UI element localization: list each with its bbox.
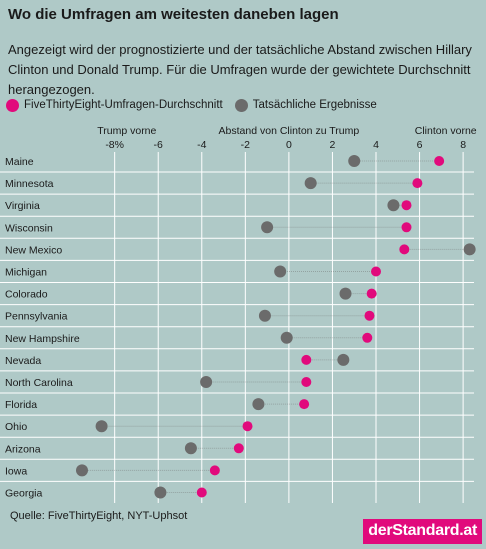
poll-dot xyxy=(299,399,310,410)
result-dot xyxy=(463,243,476,256)
tick-label-x: -4 xyxy=(197,139,206,151)
state-label: Iowa xyxy=(5,465,27,477)
result-dot xyxy=(258,309,271,322)
legend-result-marker xyxy=(234,98,248,112)
tick-label-x: 6 xyxy=(417,139,423,151)
chart-subtitle: Angezeigt wird der prognostizierte und d… xyxy=(8,42,472,97)
state-label: North Carolina xyxy=(5,377,73,389)
state-label: Florida xyxy=(5,399,37,411)
result-dot xyxy=(184,442,197,455)
state-label: Minnesota xyxy=(5,178,54,190)
state-label: Arizona xyxy=(5,443,41,455)
poll-dot xyxy=(371,266,381,277)
poll-dot xyxy=(301,354,312,365)
result-dot xyxy=(337,353,350,366)
result-dot xyxy=(154,486,167,499)
state-label: Maine xyxy=(5,156,34,168)
legend-item-poll: FiveThirtyEight-Umfragen-Durchschnitt xyxy=(6,98,223,112)
state-label: Virginia xyxy=(5,200,40,212)
state-label: Pennsylvania xyxy=(5,311,68,323)
poll-dot xyxy=(412,178,423,189)
tick-label-x: 4 xyxy=(373,139,379,151)
state-label: Ohio xyxy=(5,421,27,433)
result-dot xyxy=(200,376,213,388)
state-label: Michigan xyxy=(5,267,47,279)
legend-item-result: Tatsächliche Ergebnisse xyxy=(234,98,377,112)
tick-label-x: 0 xyxy=(286,139,292,151)
result-dot xyxy=(261,221,274,234)
result-dot xyxy=(348,155,361,167)
tick-label-x: 2 xyxy=(330,139,336,151)
poll-dot xyxy=(434,156,445,166)
state-label: Nevada xyxy=(5,355,41,367)
derstandard-logo: derStandard.at xyxy=(363,519,482,544)
result-dot xyxy=(339,287,352,300)
poll-dot xyxy=(362,332,373,343)
result-dot xyxy=(304,177,317,190)
state-label: Colorado xyxy=(5,289,48,301)
result-dot xyxy=(252,398,265,411)
axis-label-left: Trump vorne xyxy=(97,125,156,137)
poll-dot xyxy=(366,288,377,299)
dot-plot: Trump vorne Abstand von Clinton zu Trump C… xyxy=(0,125,477,503)
result-dot xyxy=(76,464,88,477)
poll-dot xyxy=(242,421,253,432)
state-label: Georgia xyxy=(5,488,43,500)
legend-poll-marker xyxy=(6,98,19,112)
result-dot xyxy=(387,199,400,212)
poll-dot xyxy=(233,443,244,454)
tick-label-x: -2 xyxy=(241,139,250,151)
axis-label-right: Clinton vorne xyxy=(415,125,477,137)
poll-dot xyxy=(364,310,375,321)
axis-label-center: Abstand von Clinton zu Trump xyxy=(219,125,360,137)
poll-dot xyxy=(301,377,312,387)
poll-dot xyxy=(399,244,410,255)
tick-label-x: -8% xyxy=(105,139,124,151)
state-label: New Mexico xyxy=(5,244,62,256)
poll-dot xyxy=(401,200,412,211)
legend-poll-label: FiveThirtyEight-Umfragen-Durchschnitt xyxy=(24,99,223,111)
state-label: Wisconsin xyxy=(5,222,53,234)
tick-label-x: -6 xyxy=(154,139,163,151)
tick-label-x: 8 xyxy=(460,139,466,151)
result-dot xyxy=(280,331,293,344)
state-label: New Hampshire xyxy=(5,333,80,345)
legend: FiveThirtyEight-Umfragen-Durchschnitt Ta… xyxy=(6,97,389,113)
result-dot xyxy=(274,265,287,278)
poll-dot xyxy=(196,487,207,498)
chart-title: Wo die Umfragen am weitesten daneben lag… xyxy=(8,6,339,23)
legend-result-label: Tatsächliche Ergebnisse xyxy=(252,99,377,111)
poll-dot xyxy=(401,222,412,233)
result-dot xyxy=(95,420,108,433)
source-note: Quelle: FiveThirtyEight, NYT-Uphsot xyxy=(10,510,188,522)
poll-dot xyxy=(209,465,220,476)
